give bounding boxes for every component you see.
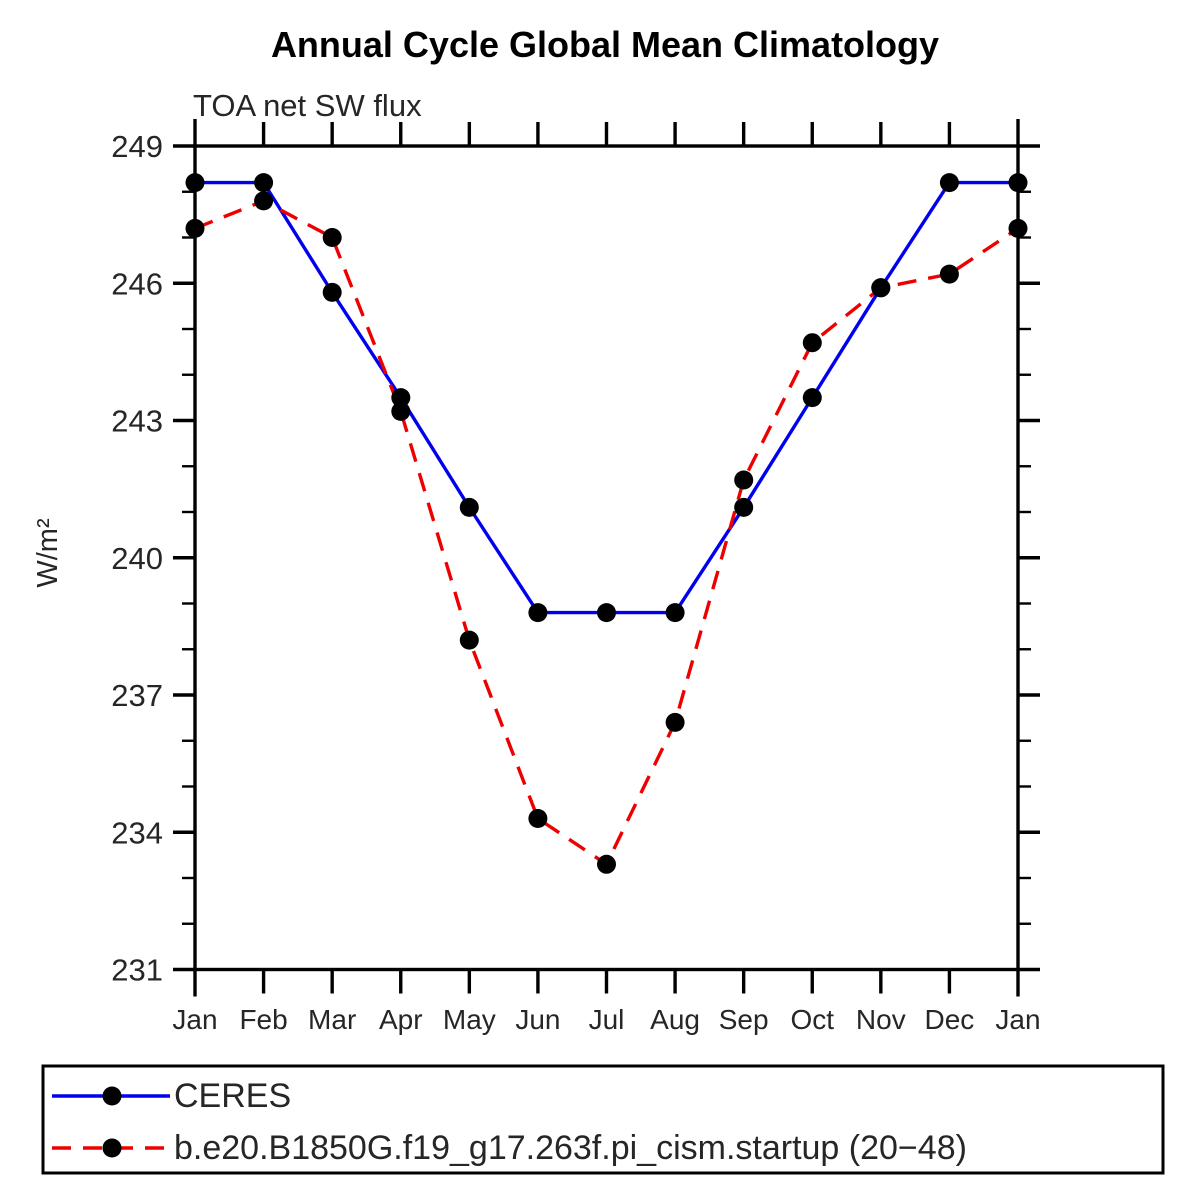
y-tick-label: 240	[111, 541, 163, 576]
model-data-point	[871, 278, 891, 298]
x-tick-label: Oct	[790, 1004, 834, 1035]
y-tick-label: 243	[111, 404, 163, 439]
ceres-data-point	[597, 603, 616, 623]
ceres-data-point	[1008, 173, 1028, 193]
legend-item-model: b.e20.B1850G.f19_g17.263f.pi_cism.startu…	[52, 1129, 967, 1167]
chart-subtitle: TOA net SW flux	[193, 88, 422, 123]
x-tick-label: Jan	[172, 1004, 217, 1035]
ceres-data-point	[185, 173, 205, 193]
model-data-point	[939, 264, 959, 284]
legend-marker-icon	[102, 1138, 122, 1158]
x-tick-label: Dec	[925, 1004, 975, 1035]
x-tick-label: May	[443, 1004, 496, 1035]
ceres-line	[195, 180, 1018, 615]
chart-title: Annual Cycle Global Mean Climatology	[271, 24, 939, 65]
x-tick-label: Feb	[239, 1004, 287, 1035]
legend-label-ceres: CERES	[174, 1077, 291, 1115]
ceres-data-point	[322, 282, 342, 302]
x-tick-label: Aug	[650, 1004, 700, 1035]
model-data-point	[254, 191, 274, 211]
x-tick-label: Jun	[515, 1004, 560, 1035]
x-tick-label: Mar	[308, 1004, 356, 1035]
ceres-data-point	[939, 173, 959, 193]
model-data-point	[322, 228, 342, 247]
x-tick-label: Jan	[995, 1004, 1040, 1035]
ceres-data-point	[802, 388, 822, 408]
y-tick-label: 249	[111, 129, 163, 164]
y-tick-label: 237	[111, 678, 163, 713]
y-axis-label: W/m²	[32, 518, 64, 588]
x-tick-label: Sep	[719, 1004, 769, 1035]
ceres-data-point	[254, 173, 274, 193]
model-data-point	[459, 630, 479, 650]
model-line	[194, 199, 1019, 866]
x-tick-label: Jul	[589, 1004, 625, 1035]
ceres-data-point	[459, 497, 479, 517]
model-data-point	[528, 809, 548, 828]
legend: CERES b.e20.B1850G.f19_g17.263f.pi_cism.…	[41, 1064, 1165, 1175]
model-data-point	[597, 854, 616, 874]
legend-marker-icon	[102, 1086, 122, 1106]
y-tick-label: 231	[111, 953, 163, 988]
y-tick-label: 234	[111, 815, 163, 850]
x-tick-label: Apr	[379, 1004, 423, 1035]
legend-label-model: b.e20.B1850G.f19_g17.263f.pi_cism.startu…	[174, 1129, 967, 1167]
ceres-data-point	[665, 603, 685, 623]
model-data-point	[734, 470, 754, 490]
model-data-point	[665, 712, 685, 732]
ceres-data-point	[734, 497, 754, 517]
series-layer	[185, 173, 1028, 874]
axes-layer: 249 246 243 240 237 234 231 Jan Feb Mar Apr May Jun J…	[111, 119, 1041, 1035]
model-data-point	[1008, 218, 1028, 238]
model-data-point	[802, 333, 822, 353]
legend-box	[41, 1064, 1165, 1175]
x-tick-label: Nov	[856, 1004, 906, 1035]
ceres-data-point	[528, 603, 548, 623]
legend-item-ceres: CERES	[52, 1077, 291, 1115]
model-data-point	[185, 218, 205, 238]
y-tick-label: 246	[111, 266, 163, 301]
ceres-data-point	[391, 388, 411, 408]
model-data-point	[391, 401, 411, 421]
